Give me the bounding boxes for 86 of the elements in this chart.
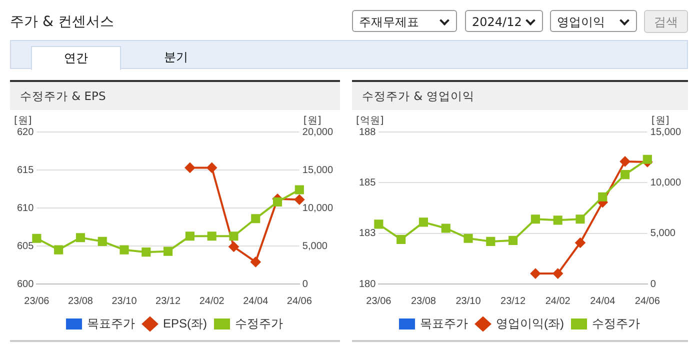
point bbox=[229, 232, 238, 241]
y-tick-label: 185 bbox=[358, 177, 376, 188]
point bbox=[164, 246, 173, 256]
legend-label: 목표주가 bbox=[420, 316, 468, 330]
point bbox=[250, 256, 261, 267]
point bbox=[142, 248, 151, 257]
y2-tick-label: 0 bbox=[650, 278, 656, 290]
point bbox=[228, 242, 239, 252]
y-tick-label: 620 bbox=[16, 126, 34, 138]
y2-tick-label: 5,000 bbox=[650, 228, 676, 240]
legend-label: 목표주가 bbox=[87, 316, 135, 330]
point bbox=[642, 154, 652, 164]
x-tick-label: 23/10 bbox=[112, 296, 138, 307]
point bbox=[272, 197, 282, 206]
point bbox=[441, 224, 450, 233]
x-tick-label: 23/06 bbox=[366, 296, 392, 307]
x-tick-label: 24/02 bbox=[199, 296, 225, 307]
point bbox=[98, 236, 107, 246]
point bbox=[294, 185, 304, 194]
y-axis-title: [억원] bbox=[356, 116, 384, 127]
y2-tick-label: 10,000 bbox=[650, 177, 682, 188]
point bbox=[184, 162, 195, 173]
y2-axis-title: [원] bbox=[651, 116, 670, 127]
legend-label: 영업이익(좌) bbox=[496, 316, 564, 330]
point bbox=[553, 216, 562, 225]
point bbox=[598, 192, 608, 202]
point bbox=[620, 170, 630, 180]
text: 연간 bbox=[31, 46, 121, 70]
x-tick-label: 23/10 bbox=[456, 296, 482, 307]
point bbox=[530, 268, 540, 279]
point bbox=[185, 232, 194, 241]
x-tick-label: 24/04 bbox=[243, 296, 269, 307]
point bbox=[120, 245, 129, 254]
legend-label: 수정주가 bbox=[592, 316, 640, 330]
y-tick-label: 183 bbox=[358, 228, 376, 240]
x-tick-label: 23/06 bbox=[24, 296, 50, 307]
point bbox=[207, 232, 216, 241]
text: 영업이익 bbox=[557, 15, 605, 29]
text: 주재무제표 bbox=[359, 15, 419, 29]
y-tick-label: 188 bbox=[358, 126, 376, 138]
point bbox=[508, 236, 518, 245]
y-tick-label: 615 bbox=[16, 164, 34, 176]
y-tick-label: 180 bbox=[358, 278, 376, 290]
chart-title: 수정주가 & EPS bbox=[10, 82, 340, 110]
point bbox=[530, 214, 540, 224]
x-tick-label: 23/08 bbox=[68, 296, 94, 307]
y-axis-title: [원] bbox=[14, 116, 32, 127]
point bbox=[32, 234, 42, 243]
y2-tick-label: 15,000 bbox=[302, 164, 334, 176]
legend-label: 수정주가 bbox=[235, 316, 283, 330]
point bbox=[76, 233, 86, 242]
x-tick-label: 23/12 bbox=[156, 296, 181, 307]
y-tick-label: 605 bbox=[16, 240, 34, 252]
y2-tick-label: 15,000 bbox=[650, 126, 682, 138]
point bbox=[206, 162, 217, 173]
point bbox=[575, 238, 586, 248]
text: 주가 & 컨센서스 bbox=[10, 13, 114, 31]
x-tick-label: 24/06 bbox=[286, 296, 312, 307]
text: 2024/12 bbox=[472, 15, 522, 29]
x-tick-label: 23/08 bbox=[410, 296, 436, 307]
point bbox=[374, 220, 384, 229]
y-tick-label: 600 bbox=[16, 278, 34, 290]
point bbox=[294, 194, 304, 205]
y2-axis-title: [원] bbox=[303, 116, 322, 127]
chart-title: 수정주가 & 영업이익 bbox=[352, 82, 688, 110]
point bbox=[251, 214, 260, 224]
x-tick-label: 24/06 bbox=[634, 296, 660, 307]
legend-label: EPS(좌) bbox=[163, 316, 208, 330]
x-tick-label: 23/12 bbox=[500, 296, 526, 307]
y2-tick-label: 20,000 bbox=[302, 126, 334, 138]
x-tick-label: 24/04 bbox=[590, 296, 616, 307]
y-tick-label: 610 bbox=[16, 202, 34, 214]
point bbox=[620, 156, 630, 166]
point bbox=[418, 218, 428, 227]
point bbox=[552, 268, 563, 279]
text: 검색 bbox=[644, 10, 688, 33]
y2-tick-label: 10,000 bbox=[302, 202, 334, 214]
y2-tick-label: 5,000 bbox=[302, 240, 328, 252]
point bbox=[464, 234, 473, 243]
text: 분기 bbox=[163, 49, 189, 66]
point bbox=[576, 214, 585, 224]
point bbox=[54, 245, 64, 254]
x-tick-label: 24/02 bbox=[545, 296, 571, 307]
point bbox=[396, 234, 406, 244]
y2-tick-label: 0 bbox=[302, 278, 308, 290]
point bbox=[486, 236, 496, 246]
